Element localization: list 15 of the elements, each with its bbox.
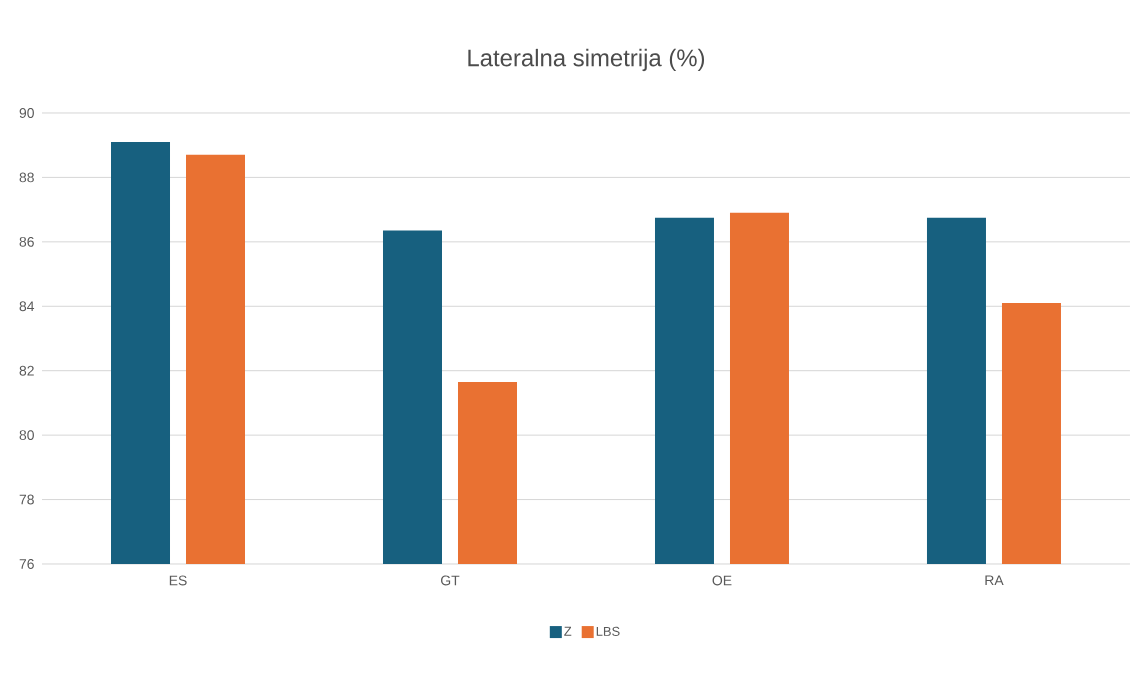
y-tick-label: 88 xyxy=(19,172,34,183)
y-tick-label: 76 xyxy=(19,559,34,569)
x-tick-label: RA xyxy=(985,575,1004,586)
y-tick-label: 84 xyxy=(19,301,35,312)
y-tick-label: 86 xyxy=(19,236,34,247)
x-tick-label: GT xyxy=(441,575,460,586)
x-tick-label: OE xyxy=(712,575,732,586)
y-tick-label: 90 xyxy=(19,108,34,118)
chart-title: Lateralna simetrija (%) xyxy=(468,48,705,72)
y-tick-label: 82 xyxy=(19,365,34,376)
legend-label: LBS xyxy=(596,626,620,636)
x-tick-label: ES xyxy=(169,575,187,586)
y-tick-label: 80 xyxy=(19,430,34,441)
y-tick-label: 78 xyxy=(19,494,34,505)
legend-label: Z xyxy=(564,626,572,636)
